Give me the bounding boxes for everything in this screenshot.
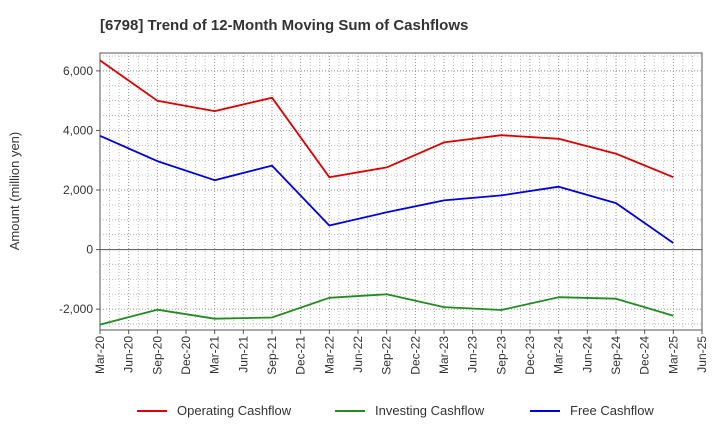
y-axis-ticks: 6,000 4,000 2,000 0 -2,000 — [59, 64, 100, 316]
x-tick-label: Jun-23 — [466, 336, 480, 373]
x-tick-label: Jun-21 — [236, 336, 250, 373]
y-tick-label: 6,000 — [63, 64, 93, 78]
y-tick-label: 2,000 — [63, 183, 93, 197]
x-tick-label: Mar-25 — [666, 336, 680, 374]
series-line-investing-cashflow — [99, 293, 674, 326]
legend-label-investing-cashflow: Investing Cashflow — [375, 403, 485, 418]
x-tick-label: Sep-21 — [265, 336, 279, 375]
x-tick-label: Mar-20 — [93, 336, 107, 374]
x-tick-label: Dec-22 — [408, 336, 422, 375]
y-tick-label: 0 — [86, 243, 93, 257]
x-tick-label: Dec-23 — [523, 336, 537, 375]
y-axis-label: Amount (million yen) — [7, 132, 22, 251]
series-line-operating-cashflow — [99, 59, 674, 179]
legend-label-operating-cashflow: Operating Cashflow — [177, 403, 292, 418]
x-tick-label: Dec-24 — [638, 336, 652, 375]
legend: Operating Cashflow Investing Cashflow Free… — [137, 403, 654, 418]
x-tick-label: Sep-23 — [494, 336, 508, 375]
x-tick-label: Jun-20 — [122, 336, 136, 373]
y-tick-label: 4,000 — [63, 123, 93, 137]
x-axis-ticks: Mar-20 Jun-20 Sep-20 Dec-20 Mar-21 Jun-21 Sep-… — [93, 330, 709, 375]
grid — [99, 52, 703, 331]
plot-area — [99, 52, 703, 331]
x-tick-label: Jun-24 — [580, 336, 594, 373]
x-tick-label: Dec-21 — [294, 336, 308, 375]
x-tick-label: Mar-22 — [322, 336, 336, 374]
series-line-free-cashflow — [99, 134, 674, 244]
legend-label-free-cashflow: Free Cashflow — [570, 403, 654, 418]
x-tick-label: Jun-22 — [351, 336, 365, 373]
x-tick-label: Dec-20 — [179, 336, 193, 375]
y-tick-label: -2,000 — [59, 302, 93, 316]
x-tick-label: Jun-25 — [695, 336, 709, 373]
x-tick-label: Mar-24 — [552, 336, 566, 374]
x-tick-label: Sep-20 — [150, 336, 164, 375]
chart-title: [6798] Trend of 12-Month Moving Sum of C… — [100, 17, 468, 34]
x-tick-label: Sep-24 — [609, 336, 623, 375]
series-lines — [99, 59, 674, 326]
x-tick-label: Mar-21 — [208, 336, 222, 374]
x-tick-label: Mar-23 — [437, 336, 451, 374]
x-tick-label: Sep-22 — [380, 336, 394, 375]
